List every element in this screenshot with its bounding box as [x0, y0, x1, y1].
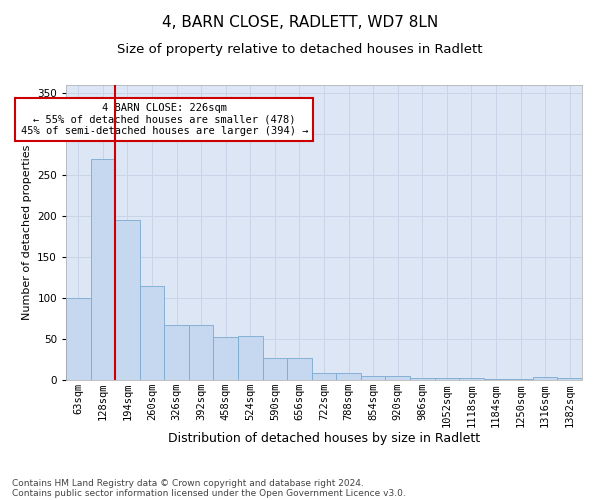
Bar	[434, 378, 459, 380]
Bar	[263, 358, 287, 380]
Bar	[66, 298, 91, 380]
X-axis label: Distribution of detached houses by size in Radlett: Distribution of detached houses by size …	[168, 432, 480, 445]
Bar	[115, 220, 140, 380]
Bar	[533, 376, 557, 380]
Bar	[361, 376, 385, 380]
Bar	[164, 325, 189, 380]
Bar	[312, 372, 336, 380]
Bar	[410, 378, 434, 380]
Bar	[238, 336, 263, 380]
Text: 4 BARN CLOSE: 226sqm
← 55% of detached houses are smaller (478)
45% of semi-deta: 4 BARN CLOSE: 226sqm ← 55% of detached h…	[20, 103, 308, 136]
Bar	[91, 159, 115, 380]
Text: Size of property relative to detached houses in Radlett: Size of property relative to detached ho…	[117, 42, 483, 56]
Bar	[459, 378, 484, 380]
Text: 4, BARN CLOSE, RADLETT, WD7 8LN: 4, BARN CLOSE, RADLETT, WD7 8LN	[162, 15, 438, 30]
Text: Contains HM Land Registry data © Crown copyright and database right 2024.: Contains HM Land Registry data © Crown c…	[12, 478, 364, 488]
Bar	[336, 374, 361, 380]
Bar	[140, 286, 164, 380]
Y-axis label: Number of detached properties: Number of detached properties	[22, 145, 32, 320]
Bar	[508, 379, 533, 380]
Bar	[385, 376, 410, 380]
Bar	[189, 325, 214, 380]
Text: Contains public sector information licensed under the Open Government Licence v3: Contains public sector information licen…	[12, 488, 406, 498]
Bar	[214, 336, 238, 380]
Bar	[484, 379, 508, 380]
Bar	[287, 358, 312, 380]
Bar	[557, 378, 582, 380]
